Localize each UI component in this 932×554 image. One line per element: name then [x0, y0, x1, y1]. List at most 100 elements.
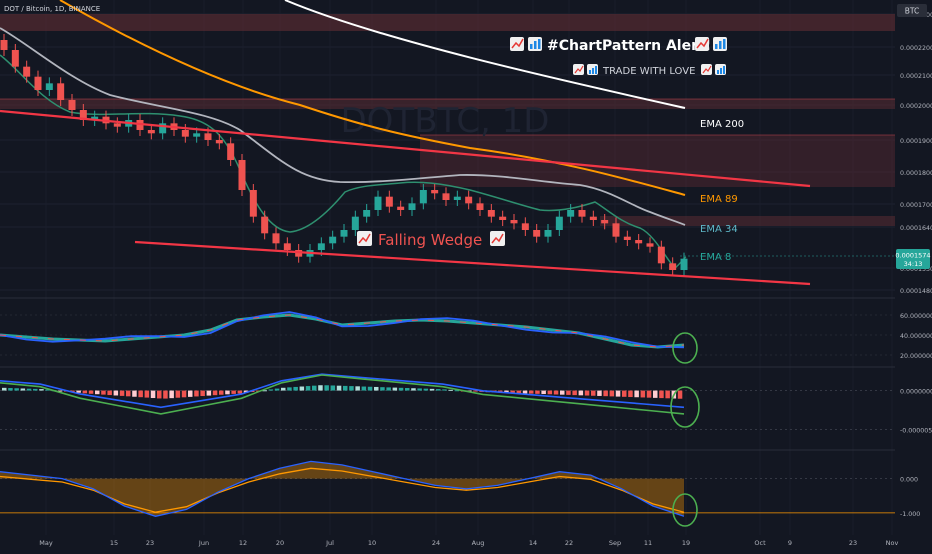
- macd-histogram-bar: [101, 390, 106, 395]
- macd-histogram-bar: [591, 390, 596, 396]
- candle-body[interactable]: [623, 236, 631, 240]
- macd-highlight-circle: [670, 386, 700, 428]
- macd-histogram-bar: [336, 385, 342, 391]
- candle-body[interactable]: [261, 216, 269, 234]
- macd-histogram-bar: [405, 388, 410, 391]
- candle-body[interactable]: [589, 216, 597, 220]
- price-axis-bg: [895, 0, 932, 550]
- candle-body[interactable]: [351, 216, 359, 230]
- candle-body[interactable]: [657, 246, 665, 264]
- resistance-zone-4[interactable]: [600, 216, 895, 226]
- candle-body[interactable]: [272, 233, 280, 244]
- candle-body[interactable]: [363, 210, 371, 217]
- ema8-line[interactable]: [0, 54, 687, 269]
- candle-body[interactable]: [499, 216, 507, 220]
- candle-body[interactable]: [91, 116, 99, 120]
- macd-histogram-bar: [659, 390, 664, 399]
- candle-body[interactable]: [578, 210, 586, 217]
- candle-body[interactable]: [283, 243, 291, 250]
- candle-body[interactable]: [159, 123, 167, 134]
- candle-body[interactable]: [680, 258, 688, 270]
- ema89-line[interactable]: [59, 0, 686, 196]
- macd-histogram-bar: [175, 390, 181, 398]
- ema34-line[interactable]: [0, 27, 686, 226]
- resistance-zone-3[interactable]: [420, 135, 895, 187]
- time-axis[interactable]: May 15 23 Jun 12 20 Jul 10 24 Aug 14 22 Sep 11 19 Oct 9 2…: [39, 539, 898, 547]
- candle-body[interactable]: [295, 250, 303, 257]
- candle-body[interactable]: [601, 220, 609, 224]
- macd-histogram-bar: [76, 390, 81, 393]
- current-price-tag[interactable]: [896, 249, 930, 269]
- current-price-value: 0.0001574: [895, 252, 930, 260]
- candle-body[interactable]: [533, 230, 541, 237]
- candle-body[interactable]: [45, 83, 53, 90]
- resistance-zone-2[interactable]: [0, 99, 895, 109]
- currency-label: BTC: [905, 7, 920, 16]
- ema200-line[interactable]: [284, 0, 686, 109]
- candle-body[interactable]: [11, 50, 19, 67]
- candle-body[interactable]: [419, 190, 427, 204]
- chart-up-icon: [510, 37, 524, 51]
- countdown-value: 34:13: [904, 260, 923, 268]
- candle-body[interactable]: [68, 100, 76, 110]
- candle-body[interactable]: [544, 230, 552, 237]
- candle-body[interactable]: [555, 216, 563, 230]
- candle-body[interactable]: [612, 223, 620, 237]
- candle-body[interactable]: [181, 130, 189, 137]
- candle-body[interactable]: [635, 240, 643, 244]
- macd-histogram-bar: [194, 390, 199, 397]
- candle-body[interactable]: [646, 243, 654, 247]
- candle-body[interactable]: [465, 196, 473, 204]
- macd-signal-line[interactable]: [0, 373, 685, 409]
- candle-body[interactable]: [408, 203, 416, 210]
- candle-body[interactable]: [204, 133, 212, 140]
- candle-body[interactable]: [0, 40, 8, 50]
- candle-body[interactable]: [238, 160, 246, 190]
- macd-histogram-bar: [95, 390, 100, 395]
- candle-body[interactable]: [567, 210, 575, 217]
- candle-body[interactable]: [79, 110, 87, 120]
- candle-body[interactable]: [215, 140, 223, 144]
- rsi-pane[interactable]: 60.000000 40.000000 20.000000: [0, 311, 932, 360]
- oscillator-pane[interactable]: 0.000 -1.000: [0, 460, 920, 518]
- wedge-upper-trendline[interactable]: [0, 109, 811, 188]
- candle-body[interactable]: [23, 66, 31, 77]
- price-candles[interactable]: [0, 34, 688, 276]
- candle-body[interactable]: [193, 133, 201, 137]
- candle-body[interactable]: [385, 196, 393, 207]
- macd-histogram-bar: [237, 390, 243, 394]
- candle-body[interactable]: [453, 196, 461, 200]
- candle-body[interactable]: [57, 83, 65, 100]
- currency-badge[interactable]: [897, 4, 927, 17]
- rsi-fast-line[interactable]: [0, 311, 685, 349]
- macd-histogram-bar: [361, 386, 367, 391]
- candle-body[interactable]: [442, 193, 450, 200]
- candle-body[interactable]: [487, 210, 495, 217]
- candle-body[interactable]: [113, 123, 121, 127]
- candle-body[interactable]: [329, 236, 337, 244]
- candle-body[interactable]: [317, 243, 325, 250]
- resistance-zone-top[interactable]: [0, 14, 895, 31]
- candle-body[interactable]: [34, 76, 42, 90]
- macd-line[interactable]: [0, 374, 685, 415]
- candle-body[interactable]: [227, 143, 235, 160]
- candle-body[interactable]: [147, 130, 155, 134]
- osc-slow-line[interactable]: [0, 467, 685, 513]
- osc-tick-label: -1.000: [900, 511, 920, 518]
- osc-fast-line[interactable]: [0, 460, 685, 517]
- candle-body[interactable]: [397, 206, 405, 210]
- candle-body[interactable]: [340, 230, 348, 237]
- candle-body[interactable]: [476, 203, 484, 210]
- macd-histogram-bar: [423, 388, 429, 391]
- candle-body[interactable]: [374, 196, 382, 210]
- candle-body[interactable]: [669, 263, 677, 270]
- candle-body[interactable]: [510, 220, 518, 224]
- candle-body[interactable]: [249, 190, 257, 217]
- macd-histogram-bar: [225, 390, 230, 395]
- wedge-lower-trendline[interactable]: [134, 240, 811, 286]
- candle-body[interactable]: [431, 190, 439, 194]
- candle-body[interactable]: [521, 223, 529, 230]
- symbol-title[interactable]: DOT / Bitcoin, 1D, BINANCE: [4, 5, 100, 13]
